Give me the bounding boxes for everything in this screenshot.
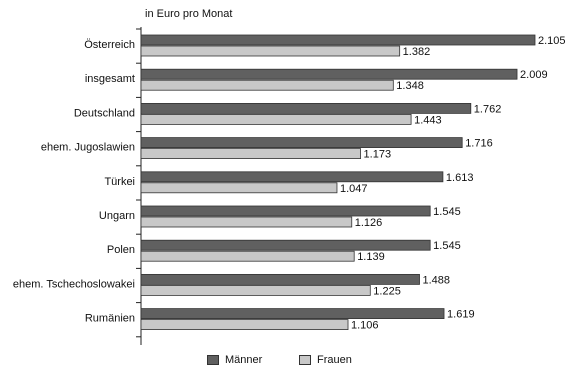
category-label: Rumänien: [85, 313, 135, 325]
bar-frauen: [140, 79, 394, 91]
data-label-maenner: 1.716: [465, 138, 493, 150]
category-label: insgesamt: [85, 73, 135, 85]
data-label-frauen: 1.382: [403, 46, 431, 58]
data-label-frauen: 1.126: [355, 217, 383, 229]
bar-maenner: [140, 103, 472, 114]
bar-frauen: [140, 45, 401, 57]
legend-swatch-frauen: [299, 355, 311, 365]
bar-maenner: [140, 308, 445, 320]
bar-maenner: [140, 68, 518, 80]
bar-frauen: [140, 250, 355, 262]
bar-frauen: [140, 114, 412, 125]
data-label-frauen: 1.047: [340, 183, 368, 195]
bar-frauen: [140, 148, 361, 160]
unit-label: in Euro pro Monat: [145, 8, 233, 20]
legend-item-frauen: Frauen: [299, 354, 352, 366]
bar-frauen: [140, 182, 338, 194]
category-label: ehem. Tschechoslowakei: [13, 278, 135, 290]
legend-label-maenner: Männer: [225, 354, 263, 366]
data-label-frauen: 1.173: [364, 149, 392, 161]
data-label-maenner: 1.613: [446, 172, 474, 184]
data-label-frauen: 1.139: [357, 251, 385, 263]
bar-maenner: [140, 205, 431, 217]
data-label-frauen: 1.443: [414, 114, 442, 126]
data-label-maenner: 1.545: [433, 240, 461, 252]
bar-maenner: [140, 34, 536, 46]
data-label-maenner: 2.105: [538, 35, 566, 47]
category-label: Ungarn: [99, 210, 135, 222]
chart-legend: Männer Frauen: [0, 354, 570, 368]
category-label: Polen: [107, 244, 135, 256]
data-label-maenner: 1.488: [423, 274, 451, 286]
category-label: Deutschland: [74, 107, 135, 119]
data-label-frauen: 1.225: [373, 285, 401, 297]
data-label-frauen: 1.106: [351, 320, 379, 332]
bar-maenner: [140, 239, 431, 251]
data-label-maenner: 1.619: [447, 309, 475, 321]
data-label-frauen: 1.348: [396, 80, 424, 92]
bar-maenner: [140, 137, 463, 149]
data-label-maenner: 2.009: [520, 69, 548, 81]
category-label: Österreich: [84, 39, 135, 51]
data-label-maenner: 1.545: [433, 206, 461, 218]
legend-item-maenner: Männer: [207, 354, 262, 366]
legend-swatch-maenner: [207, 355, 219, 365]
bar-maenner: [140, 273, 420, 285]
data-label-maenner: 1.762: [474, 103, 502, 115]
bar-frauen: [140, 216, 353, 228]
category-label: Türkei: [104, 176, 135, 188]
bar-frauen: [140, 319, 349, 331]
bar-maenner: [140, 171, 444, 183]
category-label: ehem. Jugoslawien: [41, 142, 135, 154]
bar-frauen: [140, 284, 371, 296]
legend-label-frauen: Frauen: [317, 354, 352, 366]
